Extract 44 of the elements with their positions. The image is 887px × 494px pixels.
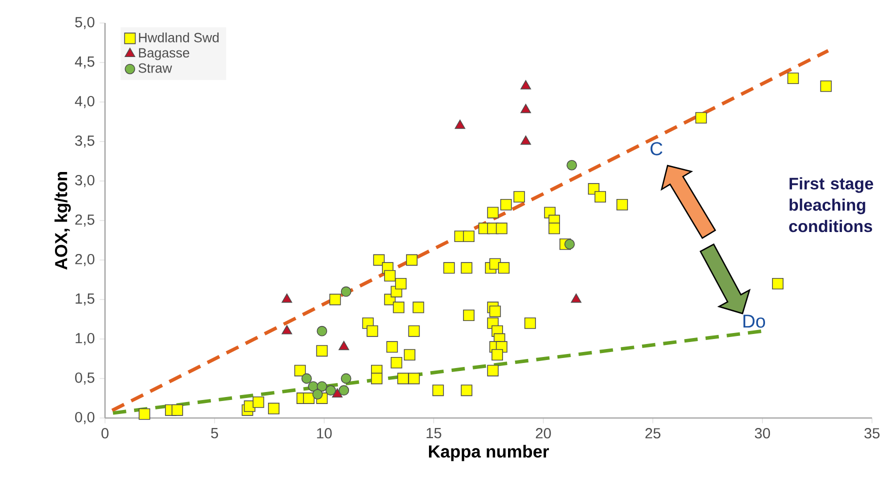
y-tick-label: 3,5 xyxy=(75,135,94,148)
point xyxy=(520,80,532,90)
point xyxy=(282,294,292,303)
y-tick-label: 5,0 xyxy=(75,16,94,30)
legend-label: Hwdland Swd xyxy=(139,32,219,42)
x-tick-label: 5 xyxy=(211,428,218,438)
y-tick-label: 1,0 xyxy=(76,332,94,346)
point xyxy=(570,294,582,303)
point xyxy=(340,373,352,384)
point xyxy=(301,373,312,384)
x-tick-label: 20 xyxy=(536,428,551,438)
y-axis-title: AOX, kg/ton xyxy=(54,172,71,270)
annotation: Do xyxy=(743,314,766,328)
x-tick-label: 15 xyxy=(426,428,442,438)
x-tick-label: 25 xyxy=(645,428,660,438)
point xyxy=(338,340,350,350)
point xyxy=(316,381,328,392)
y-tick-label: 1,5 xyxy=(76,294,94,306)
y-tick-label: 0,5 xyxy=(75,372,94,385)
point xyxy=(520,104,532,114)
point xyxy=(282,325,292,334)
x-tick-label: 10 xyxy=(317,428,332,438)
y-tick-label: 4,5 xyxy=(74,56,94,68)
point xyxy=(338,385,350,396)
y-tick-label: 4,0 xyxy=(74,96,94,108)
x-tick-label: 35 xyxy=(864,428,880,438)
x-axis-title: Kappa number xyxy=(428,444,549,462)
y-tick-label: 3,0 xyxy=(75,174,94,188)
point xyxy=(332,388,343,398)
legend-label: Straw xyxy=(138,63,172,73)
point xyxy=(340,286,352,297)
point xyxy=(566,160,577,170)
y-tick-label: 0,0 xyxy=(75,412,94,424)
point xyxy=(454,120,466,129)
x-tick-label: 0 xyxy=(101,428,108,438)
legend-label: Bagasse xyxy=(139,48,190,60)
annotation: First stage bleaching conditions xyxy=(789,177,874,232)
point xyxy=(326,385,336,396)
annotation: C xyxy=(650,142,662,156)
y-tick-label: 2,5 xyxy=(75,214,94,227)
point xyxy=(520,136,532,145)
y-tick-label: 2,0 xyxy=(75,254,94,266)
x-tick-label: 30 xyxy=(754,428,770,438)
point xyxy=(316,326,328,336)
